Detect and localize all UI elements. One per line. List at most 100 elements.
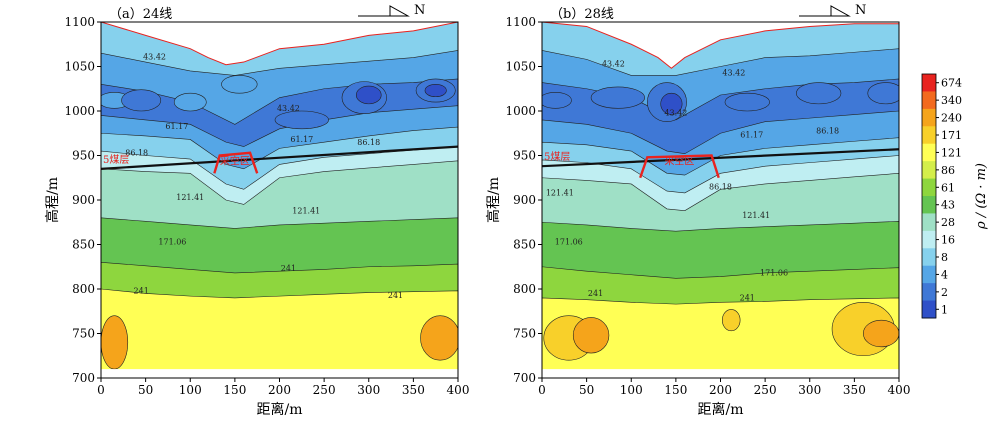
contour-blob: [221, 75, 258, 94]
contour-blob: [796, 82, 842, 105]
contour-label: 121.41: [292, 206, 320, 215]
contour-label: 171.06: [760, 269, 788, 278]
coal-seam-label: 5煤层: [103, 153, 129, 166]
contour-blob: [660, 92, 683, 115]
contour-blob: [572, 317, 610, 354]
colorbar-tick-label: 2: [941, 286, 948, 299]
y-axis-label: 高程/m: [44, 177, 61, 223]
plot-area: 43.42 43.42 61.17 61.17 86.18 86.18 121.41 121.…: [101, 22, 458, 378]
contour-blob: [121, 89, 162, 112]
sky-mask: [101, 22, 458, 65]
y-axis-label: 高程/m: [485, 177, 502, 223]
coal-seam-line: [542, 148, 899, 168]
x-tick-label: 0: [97, 383, 105, 397]
y-tick-label: 1100: [505, 15, 536, 29]
x-axis-label: 距离/m: [257, 401, 303, 418]
x-tick-label: 50: [138, 383, 153, 397]
contour-label: 86.18: [357, 138, 380, 147]
sky-mask: [542, 22, 899, 69]
panel-label: （a）24线: [109, 7, 172, 22]
colorbar-tick-label: 1: [941, 303, 948, 316]
colorbar-tick-label: 121: [941, 146, 962, 159]
contour-blob: [863, 319, 899, 348]
x-tick-label: 100: [620, 383, 643, 397]
topography-line: [542, 22, 899, 69]
plot-area: 43.42 43.42 43.42 61.17 86.18 86.18 121.41 121.…: [542, 22, 899, 378]
north-arrow-icon: [799, 5, 851, 17]
colorbar-swatch: [922, 230, 936, 249]
panel-b: 43.42 43.42 43.42 61.17 86.18 86.18 121.41 121.…: [485, 3, 910, 418]
panel-label: （b）28线: [550, 7, 614, 22]
resistivity-band: [542, 297, 899, 378]
north-label: N: [855, 3, 866, 18]
contour-label: 86.18: [816, 126, 839, 135]
contour-blob: [173, 92, 207, 112]
colorbar-tick-label: 240: [941, 112, 962, 125]
colorbar-tick-label: 8: [941, 251, 948, 264]
colorbar-swatch: [922, 74, 936, 92]
y-tick-label: 750: [513, 327, 536, 341]
y-tick-label: 800: [513, 282, 536, 296]
colorbar-swatch: [922, 248, 936, 267]
y-tick-label: 800: [72, 282, 95, 296]
y-tick-label: 900: [513, 193, 536, 207]
contour-label: 61.17: [290, 135, 313, 144]
bottom-mask: [101, 369, 458, 378]
bottom-mask: [542, 369, 899, 378]
colorbar-swatch: [922, 108, 936, 127]
x-tick-label: 350: [843, 383, 866, 397]
y-tick-label: 1000: [64, 104, 95, 118]
contour-blob: [590, 86, 645, 109]
x-tick-label: 150: [664, 383, 687, 397]
colorbar: 674 340 240 171 121 86 61 43 28 16 8 4 2 1 ρ / (Ω · m): [921, 73, 989, 319]
colorbar-tick-label: 61: [941, 181, 955, 194]
colorbar-swatch: [922, 91, 936, 110]
colorbar-tick-label: 43: [941, 199, 955, 212]
contour-label: 171.06: [158, 238, 186, 247]
colorbar-swatch: [922, 196, 936, 214]
contour-blob: [542, 92, 572, 109]
colorbar-tick-label: 16: [941, 234, 955, 247]
resistivity-band: [101, 288, 458, 378]
contour-label: 171.06: [555, 238, 583, 247]
contour-label: 121.41: [742, 211, 770, 220]
colorbar-tick-label: 86: [941, 164, 955, 177]
contour-label: 241: [588, 289, 603, 298]
contour-label: 61.17: [740, 131, 763, 140]
x-tick-label: 250: [313, 383, 336, 397]
colorbar-tick-label: 340: [941, 94, 962, 107]
contour-label: 241: [740, 294, 755, 303]
colorbar-swatch: [922, 178, 936, 197]
contour-blob: [721, 309, 741, 332]
panel-a: 43.42 43.42 61.17 61.17 86.18 86.18 121.41 121.…: [44, 3, 469, 418]
contour-label: 86.18: [709, 182, 732, 191]
colorbar-swatch: [922, 213, 936, 232]
contour-label: 61.17: [165, 122, 188, 131]
contour-label: 86.18: [125, 149, 148, 158]
contour-label: 121.41: [546, 189, 574, 198]
contour-blob: [355, 85, 382, 105]
x-tick-label: 0: [538, 383, 546, 397]
y-tick-label: 850: [72, 238, 95, 252]
contour-label: 43.42: [664, 108, 687, 117]
y-tick-label: 750: [72, 327, 95, 341]
contour-label: 241: [134, 286, 149, 295]
y-tick-label: 850: [513, 238, 536, 252]
x-tick-label: 250: [754, 383, 777, 397]
contour-label: 43.42: [277, 104, 300, 113]
colorbar-swatch: [922, 283, 936, 302]
x-tick-label: 200: [709, 383, 732, 397]
colorbar-swatch: [922, 300, 936, 319]
colorbar-title: ρ / (Ω · m): [974, 163, 989, 230]
contour-label: 241: [388, 291, 403, 300]
x-axis-label: 距离/m: [698, 401, 744, 418]
colorbar-frame: [921, 73, 937, 319]
colorbar-tick-label: 171: [941, 129, 962, 142]
y-tick-label: 1000: [505, 104, 536, 118]
goaf-outline: [639, 154, 720, 179]
y-tick-label: 700: [513, 371, 536, 385]
x-tick-label: 300: [357, 383, 380, 397]
north-arrow-icon: [358, 5, 410, 17]
contour-label: 241: [281, 264, 296, 273]
colorbar-tick-label: 28: [941, 216, 955, 229]
